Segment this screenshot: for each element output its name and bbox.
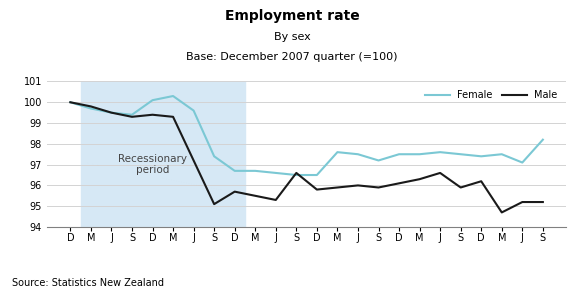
Text: Employment rate: Employment rate: [225, 9, 359, 23]
Male: [272, 198, 279, 202]
Legend: Female, Male: Female, Male: [421, 86, 562, 104]
Female: [437, 150, 444, 154]
Male: [334, 186, 341, 189]
Text: Base: December 2007 quarter (=100): Base: December 2007 quarter (=100): [186, 52, 398, 62]
Male: [478, 180, 485, 183]
Male: [108, 111, 115, 114]
Female: [498, 152, 505, 156]
Female: [334, 150, 341, 154]
Female: [231, 169, 238, 173]
Line: Female: Female: [70, 96, 543, 175]
Female: [314, 173, 321, 177]
Text: Source: Statistics New Zealand: Source: Statistics New Zealand: [12, 278, 164, 288]
Female: [272, 171, 279, 175]
Female: [375, 159, 382, 162]
Male: [169, 115, 176, 118]
Male: [67, 100, 74, 104]
Female: [478, 155, 485, 158]
Male: [88, 105, 95, 108]
Text: By sex: By sex: [274, 32, 310, 42]
Female: [354, 152, 361, 156]
Male: [498, 211, 505, 214]
Male: [149, 113, 156, 116]
Male: [211, 202, 218, 206]
Male: [375, 186, 382, 189]
Bar: [81, 81, 245, 227]
Female: [108, 111, 115, 114]
Line: Male: Male: [70, 102, 543, 212]
Male: [354, 184, 361, 187]
Female: [88, 107, 95, 110]
Female: [540, 138, 547, 141]
Text: Recessionary
period: Recessionary period: [118, 154, 187, 175]
Female: [67, 100, 74, 104]
Female: [395, 152, 402, 156]
Female: [457, 152, 464, 156]
Female: [519, 161, 526, 164]
Female: [293, 173, 300, 177]
Male: [395, 182, 402, 185]
Male: [252, 194, 259, 198]
Female: [169, 94, 176, 98]
Male: [190, 159, 197, 162]
Male: [231, 190, 238, 194]
Female: [252, 169, 259, 173]
Male: [519, 200, 526, 204]
Female: [128, 113, 135, 116]
Female: [211, 155, 218, 158]
Male: [293, 171, 300, 175]
Male: [314, 188, 321, 191]
Male: [437, 171, 444, 175]
Female: [149, 98, 156, 102]
Female: [416, 152, 423, 156]
Female: [190, 109, 197, 112]
Male: [128, 115, 135, 118]
Male: [540, 200, 547, 204]
Male: [416, 178, 423, 181]
Male: [457, 186, 464, 189]
